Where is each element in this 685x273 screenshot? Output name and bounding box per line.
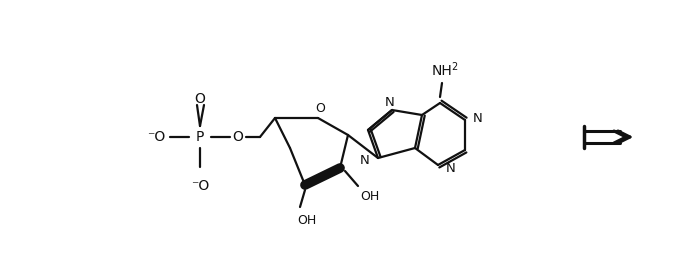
Text: N: N [473, 111, 483, 124]
Text: OH: OH [360, 189, 379, 203]
Text: N: N [385, 96, 395, 108]
Text: ⁻O: ⁻O [147, 130, 165, 144]
Text: N: N [446, 162, 456, 176]
Text: P: P [196, 130, 204, 144]
Text: 2: 2 [451, 62, 457, 72]
Text: OH: OH [297, 213, 316, 227]
Text: O: O [233, 130, 243, 144]
Text: NH: NH [432, 64, 452, 78]
Text: O: O [195, 92, 206, 106]
Text: N: N [360, 155, 370, 168]
Text: ⁻O: ⁻O [191, 179, 209, 193]
Text: O: O [315, 102, 325, 114]
